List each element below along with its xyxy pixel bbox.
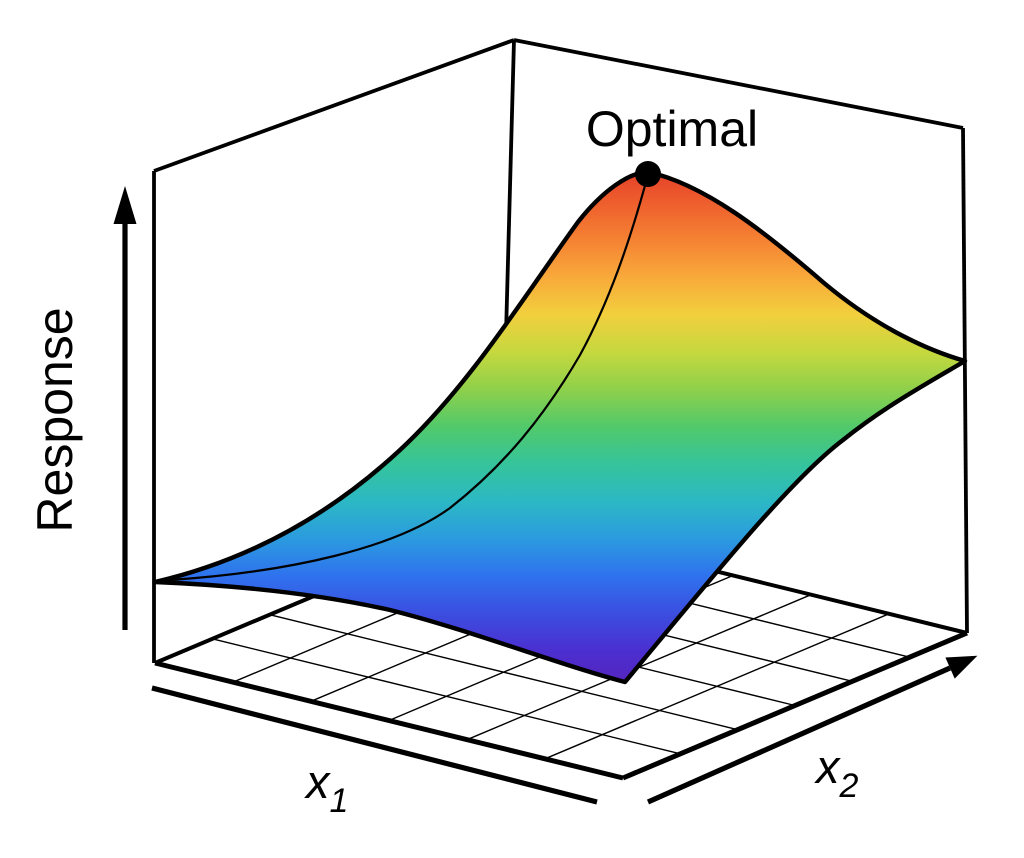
optimal-point-marker — [635, 161, 661, 187]
box-back-wall-top-edge — [513, 38, 964, 130]
response-surface — [152, 169, 968, 685]
x2-axis-line — [646, 665, 952, 805]
response-axis-arrow — [113, 186, 137, 630]
x2-axis-arrow — [646, 655, 978, 805]
optimal-label: Optimal — [586, 101, 758, 157]
x2-axis-arrowhead-icon — [945, 655, 978, 679]
x2-label-subscript: 2 — [839, 767, 859, 805]
x2-label-base: x — [814, 740, 841, 793]
box-right-vertical-edge — [961, 127, 969, 634]
box-left-wall-top-edge — [153, 38, 515, 173]
response-axis-arrowhead-icon — [113, 186, 137, 224]
floor-front-right-edge — [622, 630, 968, 781]
response-axis-label: Response — [27, 307, 83, 532]
x1-axis-line — [151, 685, 598, 805]
x1-axis-label: x1 — [304, 755, 348, 820]
x1-label-subscript: 1 — [330, 782, 349, 820]
path-to-optimum-curve — [169, 181, 648, 582]
x2-axis-label: x2 — [814, 740, 859, 805]
axes-box — [152, 38, 969, 663]
floor-grid-line — [544, 613, 890, 760]
x1-label-base: x — [304, 755, 331, 808]
floor-front-left-edge — [154, 660, 624, 781]
